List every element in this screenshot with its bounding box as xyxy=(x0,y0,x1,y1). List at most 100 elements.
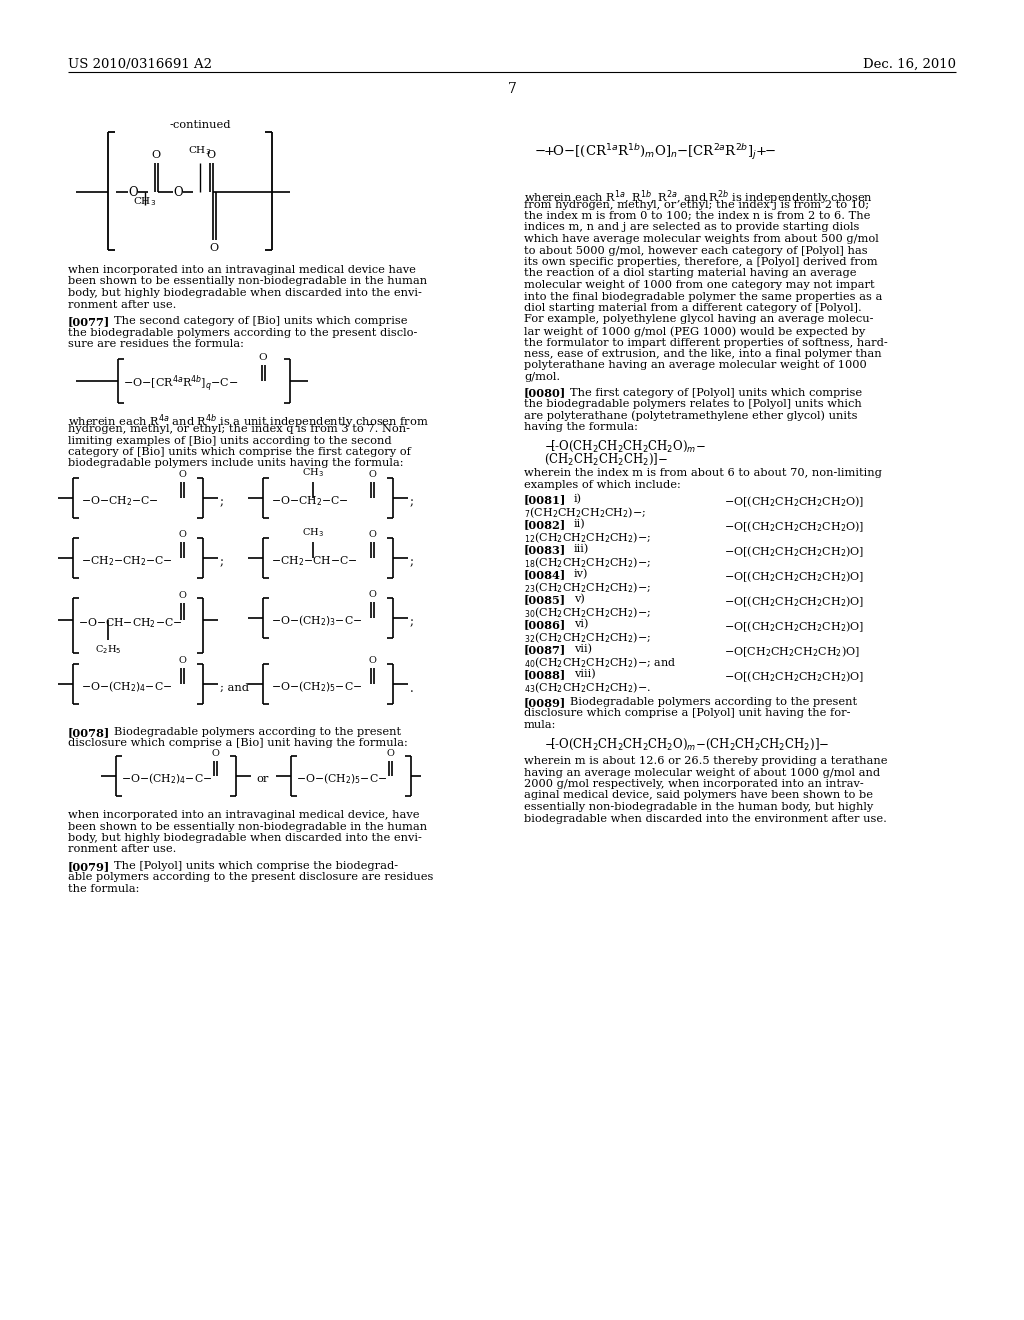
Text: diol starting material from a different category of [Polyol].: diol starting material from a different … xyxy=(524,304,862,313)
Text: The second category of [Bio] units which comprise: The second category of [Bio] units which… xyxy=(114,315,408,326)
Text: [0078]: [0078] xyxy=(68,727,111,738)
Text: (CH$_2$CH$_2$CH$_2$CH$_2$)]$-$: (CH$_2$CH$_2$CH$_2$CH$_2$)]$-$ xyxy=(544,451,668,467)
Text: mula:: mula: xyxy=(524,719,556,730)
Text: having an average molecular weight of about 1000 g/mol and: having an average molecular weight of ab… xyxy=(524,767,880,777)
Text: [0086]: [0086] xyxy=(524,619,566,630)
Text: C$_2$H$_5$: C$_2$H$_5$ xyxy=(94,643,121,656)
Text: CH$_3$: CH$_3$ xyxy=(188,144,212,157)
Text: O: O xyxy=(152,150,161,160)
Text: $-$O[(CH$_2$CH$_2$CH$_2$CH$_2$)O]: $-$O[(CH$_2$CH$_2$CH$_2$CH$_2$)O] xyxy=(724,669,864,684)
Text: For example, polyethylene glycol having an average molecu-: For example, polyethylene glycol having … xyxy=(524,314,873,325)
Text: [0080]: [0080] xyxy=(524,388,566,399)
Text: disclosure which comprise a [Polyol] unit having the for-: disclosure which comprise a [Polyol] uni… xyxy=(524,709,851,718)
Text: $_{12}$(CH$_2$CH$_2$CH$_2$CH$_2$)$-$;: $_{12}$(CH$_2$CH$_2$CH$_2$CH$_2$)$-$; xyxy=(524,531,651,545)
Text: $-$O$-$(CH$_2)_4$$-$C$-$: $-$O$-$(CH$_2)_4$$-$C$-$ xyxy=(81,680,172,694)
Text: ;: ; xyxy=(220,495,224,508)
Text: $_{40}$(CH$_2$CH$_2$CH$_2$CH$_2$)$-$; and: $_{40}$(CH$_2$CH$_2$CH$_2$CH$_2$)$-$; an… xyxy=(524,656,677,671)
Text: or: or xyxy=(256,774,268,784)
Text: vii): vii) xyxy=(574,644,592,655)
Text: from hydrogen, methyl, or ethyl; the index j is from 2 to 10;: from hydrogen, methyl, or ethyl; the ind… xyxy=(524,199,869,210)
Text: 7: 7 xyxy=(508,82,516,96)
Text: $_{18}$(CH$_2$CH$_2$CH$_2$CH$_2$)$-$;: $_{18}$(CH$_2$CH$_2$CH$_2$CH$_2$)$-$; xyxy=(524,556,651,570)
Text: biodegradable when discarded into the environment after use.: biodegradable when discarded into the en… xyxy=(524,813,887,824)
Text: $_{30}$(CH$_2$CH$_2$CH$_2$CH$_2$)$-$;: $_{30}$(CH$_2$CH$_2$CH$_2$CH$_2$)$-$; xyxy=(524,606,651,620)
Text: [0081]: [0081] xyxy=(524,494,566,506)
Text: [0089]: [0089] xyxy=(524,697,566,708)
Text: $-$O$-$(CH$_2)_5$$-$C$-$: $-$O$-$(CH$_2)_5$$-$C$-$ xyxy=(296,772,387,787)
Text: the index m is from 0 to 100; the index n is from 2 to 6. The: the index m is from 0 to 100; the index … xyxy=(524,211,870,220)
Text: $-$O$-$(CH$_2)_4$$-$C$-$: $-$O$-$(CH$_2)_4$$-$C$-$ xyxy=(121,772,212,787)
Text: examples of which include:: examples of which include: xyxy=(524,479,681,490)
Text: disclosure which comprise a [Bio] unit having the formula:: disclosure which comprise a [Bio] unit h… xyxy=(68,738,408,748)
Text: lar weight of 1000 g/mol (PEG 1000) would be expected by: lar weight of 1000 g/mol (PEG 1000) woul… xyxy=(524,326,865,337)
Text: [0079]: [0079] xyxy=(68,861,111,873)
Text: the biodegradable polymers relates to [Polyol] units which: the biodegradable polymers relates to [P… xyxy=(524,399,862,409)
Text: hydrogen, methyl, or ethyl; the index q is from 3 to 7. Non-: hydrogen, methyl, or ethyl; the index q … xyxy=(68,424,410,434)
Text: [0077]: [0077] xyxy=(68,315,111,327)
Text: $-$O$-$CH$-$CH$_2$$-$C$-$: $-$O$-$CH$-$CH$_2$$-$C$-$ xyxy=(78,616,182,630)
Text: [0084]: [0084] xyxy=(524,569,566,579)
Text: O: O xyxy=(368,470,376,479)
Text: essentially non-biodegradable in the human body, but highly: essentially non-biodegradable in the hum… xyxy=(524,803,873,812)
Text: $-\!\!+\!\!$O$-$[(CR$^{1a}$R$^{1b}$)$_m$O]$_n$$-$[CR$^{2a}$R$^{2b}$]$_j$$+\!\!-$: $-\!\!+\!\!$O$-$[(CR$^{1a}$R$^{1b}$)$_m$… xyxy=(534,143,776,162)
Text: [0087]: [0087] xyxy=(524,644,566,655)
Text: $-$O[(CH$_2$CH$_2$CH$_2$CH$_2$O)]: $-$O[(CH$_2$CH$_2$CH$_2$CH$_2$O)] xyxy=(724,519,864,533)
Text: indices m, n and j are selected as to provide starting diols: indices m, n and j are selected as to pr… xyxy=(524,223,859,232)
Text: $-$O$-$(CH$_2)_3$$-$C$-$: $-$O$-$(CH$_2)_3$$-$C$-$ xyxy=(271,614,362,628)
Text: $-$O$-$[CR$^{4a}$R$^{4b}$]$_q$$-$C$-$: $-$O$-$[CR$^{4a}$R$^{4b}$]$_q$$-$C$-$ xyxy=(123,374,239,393)
Text: the formulator to impart different properties of softness, hard-: the formulator to impart different prope… xyxy=(524,338,888,347)
Text: body, but highly biodegradable when discarded into the envi-: body, but highly biodegradable when disc… xyxy=(68,833,422,843)
Text: $-$O$-$CH$_2$$-$C$-$: $-$O$-$CH$_2$$-$C$-$ xyxy=(271,494,348,508)
Text: limiting examples of [Bio] units according to the second: limiting examples of [Bio] units accordi… xyxy=(68,436,391,446)
Text: CH$_3$: CH$_3$ xyxy=(302,466,324,479)
Text: which have average molecular weights from about 500 g/mol: which have average molecular weights fro… xyxy=(524,234,879,244)
Text: [0085]: [0085] xyxy=(524,594,566,605)
Text: the reaction of a diol starting material having an average: the reaction of a diol starting material… xyxy=(524,268,856,279)
Text: .: . xyxy=(410,681,414,694)
Text: O: O xyxy=(211,748,219,758)
Text: iv): iv) xyxy=(574,569,589,579)
Text: [0082]: [0082] xyxy=(524,519,566,531)
Text: $_{7}$(CH$_2$CH$_2$CH$_2$CH$_2$)$-$;: $_{7}$(CH$_2$CH$_2$CH$_2$CH$_2$)$-$; xyxy=(524,506,646,520)
Text: US 2010/0316691 A2: US 2010/0316691 A2 xyxy=(68,58,212,71)
Text: $_{32}$(CH$_2$CH$_2$CH$_2$CH$_2$)$-$;: $_{32}$(CH$_2$CH$_2$CH$_2$CH$_2$)$-$; xyxy=(524,631,651,645)
Text: been shown to be essentially non-biodegradable in the human: been shown to be essentially non-biodegr… xyxy=(68,276,427,286)
Text: category of [Bio] units which comprise the first category of: category of [Bio] units which comprise t… xyxy=(68,447,411,457)
Text: O: O xyxy=(368,656,376,665)
Text: O: O xyxy=(178,591,186,601)
Text: The first category of [Polyol] units which comprise: The first category of [Polyol] units whi… xyxy=(570,388,862,397)
Text: [0083]: [0083] xyxy=(524,544,566,554)
Text: when incorporated into an intravaginal medical device have: when incorporated into an intravaginal m… xyxy=(68,265,416,275)
Text: $-$O$-$(CH$_2)_5$$-$C$-$: $-$O$-$(CH$_2)_5$$-$C$-$ xyxy=(271,680,362,694)
Text: when incorporated into an intravaginal medical device, have: when incorporated into an intravaginal m… xyxy=(68,810,420,820)
Text: viii): viii) xyxy=(574,669,596,680)
Text: v): v) xyxy=(574,594,585,605)
Text: O: O xyxy=(210,243,218,253)
Text: ness, ease of extrusion, and the like, into a final polymer than: ness, ease of extrusion, and the like, i… xyxy=(524,348,882,359)
Text: $-$O[(CH$_2$CH$_2$CH$_2$CH$_2$)O]: $-$O[(CH$_2$CH$_2$CH$_2$CH$_2$)O] xyxy=(724,569,864,583)
Text: CH$_3$: CH$_3$ xyxy=(302,527,324,539)
Text: the biodegradable polymers according to the present disclo-: the biodegradable polymers according to … xyxy=(68,327,418,338)
Text: O: O xyxy=(207,150,216,160)
Text: ;: ; xyxy=(410,615,414,628)
Text: wherein m is about 12.6 or 26.5 thereby providing a terathane: wherein m is about 12.6 or 26.5 thereby … xyxy=(524,756,888,766)
Text: Biodegradable polymers according to the present: Biodegradable polymers according to the … xyxy=(114,727,401,737)
Text: to about 5000 g/mol, however each category of [Polyol] has: to about 5000 g/mol, however each catego… xyxy=(524,246,867,256)
Text: ; and: ; and xyxy=(220,682,249,693)
Text: O: O xyxy=(178,656,186,665)
Text: -continued: -continued xyxy=(169,120,230,129)
Text: ;: ; xyxy=(220,556,224,569)
Text: body, but highly biodegradable when discarded into the envi-: body, but highly biodegradable when disc… xyxy=(68,288,422,298)
Text: its own specific properties, therefore, a [Polyol] derived from: its own specific properties, therefore, … xyxy=(524,257,878,267)
Text: $-$O[CH$_2$CH$_2$CH$_2$CH$_2$)O]: $-$O[CH$_2$CH$_2$CH$_2$CH$_2$)O] xyxy=(724,644,860,659)
Text: $-$O[(CH$_2$CH$_2$CH$_2$CH$_2$)O]: $-$O[(CH$_2$CH$_2$CH$_2$CH$_2$)O] xyxy=(724,544,864,558)
Text: 2000 g/mol respectively, when incorporated into an intrav-: 2000 g/mol respectively, when incorporat… xyxy=(524,779,864,789)
Text: ii): ii) xyxy=(574,519,586,529)
Text: O: O xyxy=(368,590,376,599)
Text: into the final biodegradable polymer the same properties as a: into the final biodegradable polymer the… xyxy=(524,292,883,301)
Text: are polyterathane (polytetramethylene ether glycol) units: are polyterathane (polytetramethylene et… xyxy=(524,411,857,421)
Text: $_{23}$(CH$_2$CH$_2$CH$_2$CH$_2$)$-$;: $_{23}$(CH$_2$CH$_2$CH$_2$CH$_2$)$-$; xyxy=(524,581,651,595)
Text: aginal medical device, said polymers have been shown to be: aginal medical device, said polymers hav… xyxy=(524,791,873,800)
Text: wherein each R$^{4a}$ and R$^{4b}$ is a unit independently chosen from: wherein each R$^{4a}$ and R$^{4b}$ is a … xyxy=(68,412,429,432)
Text: $_{43}$(CH$_2$CH$_2$CH$_2$CH$_2$)$-$.: $_{43}$(CH$_2$CH$_2$CH$_2$CH$_2$)$-$. xyxy=(524,681,651,696)
